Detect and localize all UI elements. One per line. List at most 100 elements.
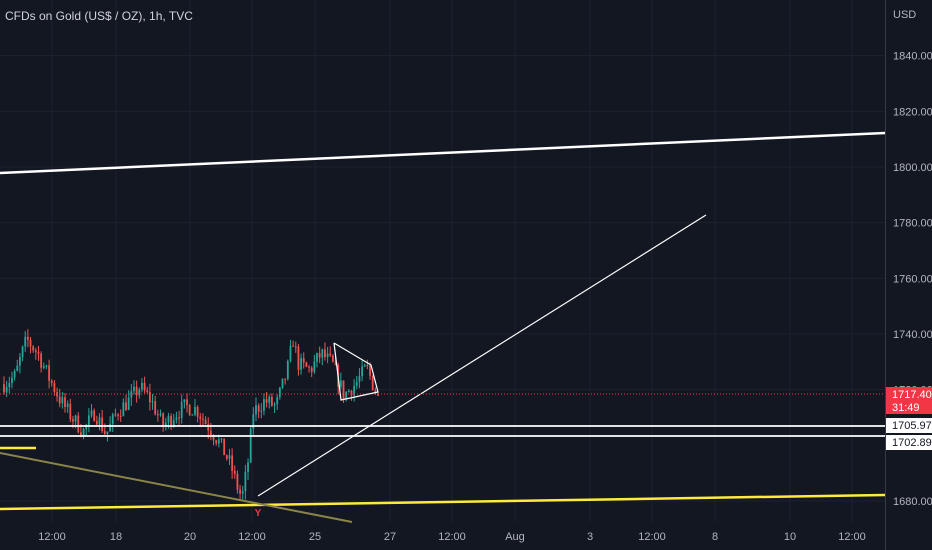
candle-body [186,399,188,406]
candle-body [278,387,281,398]
data-source: TVC [168,9,193,23]
price-tick-label: 1760.00 [893,273,932,285]
candle-body [114,414,117,416]
candle-body [180,402,183,419]
candle-body [313,361,316,372]
candle-body [308,366,310,368]
candle-body [69,403,72,420]
candle-body [3,384,5,393]
candle-body [369,365,371,376]
flag-channel[interactable] [333,342,379,401]
level-value-1702: 1702.89 [892,437,932,449]
candle-body [223,438,226,456]
candle-body [318,353,321,358]
candle-body [302,358,305,363]
candle-body [16,365,19,371]
time-tick-label: 12:00 [238,531,266,543]
candle-body [37,352,40,354]
projection-line[interactable] [257,214,707,497]
candle-body [156,414,159,416]
candle-body [151,401,154,403]
candle-body [324,349,326,358]
candle-body [164,422,167,427]
candle-body [300,358,302,370]
candle-body [265,399,268,403]
candle-body [74,415,77,422]
candle-body [252,414,255,429]
candle-body [332,355,334,362]
time-tick-label: 20 [184,531,196,543]
candle-body [255,405,257,415]
candle-body [26,336,29,340]
candle-body [21,346,24,357]
candle-body [215,440,218,444]
candle-body [148,392,151,403]
candle-body [34,350,37,353]
candle-body [260,410,263,412]
candle-body [11,377,13,384]
candle-body [209,430,212,436]
candle-body [233,470,236,474]
candle-body [225,455,228,459]
candle-body [231,455,234,471]
candle-body [29,339,32,347]
candle-body [167,415,170,423]
candle-body [109,423,111,432]
candle-body [135,386,138,396]
candle-body [334,361,337,365]
candle-body [194,406,196,415]
time-tick-label: 8 [712,531,718,543]
candle-body [199,416,202,419]
candle-body [329,353,332,356]
time-axis[interactable]: 12:00 18 20 12:00 25 27 12:00 Aug 3 12:00 8 10 12:00 [38,531,866,543]
candle-body [339,380,342,387]
time-tick-label: 12:00 [38,531,66,543]
candle-body [257,405,260,412]
price-tick-label: 1780.00 [893,218,932,230]
candle-body [345,392,348,399]
candle-body [249,428,252,463]
candle-body [42,366,45,368]
upper-trend-line[interactable] [0,131,886,175]
candle-body [175,417,178,420]
level-badge-1705: 1705.97 [886,418,932,433]
candle-body [281,378,284,388]
candlestick-series[interactable] [3,329,379,500]
candle-body [5,386,8,393]
candle-body [220,438,223,440]
candle-body [32,346,35,351]
candle-body [284,378,287,380]
candle-body [143,382,146,391]
candle-body [138,389,141,396]
chart-title: CFDs on Gold (US$ / OZ), 1h, TVC [5,9,193,23]
candle-body [196,406,199,417]
olive-trend-line[interactable] [0,452,353,523]
candle-body [162,413,165,427]
bar-countdown: 31:49 [892,402,920,414]
candle-body [19,356,21,366]
candle-body [366,365,369,367]
candle-body [326,353,329,358]
candle-body [212,435,215,441]
candle-body [48,365,50,381]
price-axis[interactable]: USD 1840.00 1820.00 1800.00 1780.00 1760.00 1… [885,0,932,550]
candle-body [292,345,295,347]
candle-body [98,417,101,425]
candle-body [183,399,186,403]
candle-body [294,346,297,348]
candle-body [40,353,43,368]
candle-body [358,376,361,382]
candle-body [244,471,247,492]
candle-body [50,380,53,384]
yellow-support-line[interactable] [0,493,886,511]
candle-body [263,399,265,411]
candle-body [103,430,106,434]
candle-body [286,360,289,379]
candle-body [117,414,119,416]
candle-body [111,414,114,424]
candle-body [363,365,366,367]
candle-body [202,418,204,420]
candle-body [347,390,350,393]
candle-body [119,415,122,417]
